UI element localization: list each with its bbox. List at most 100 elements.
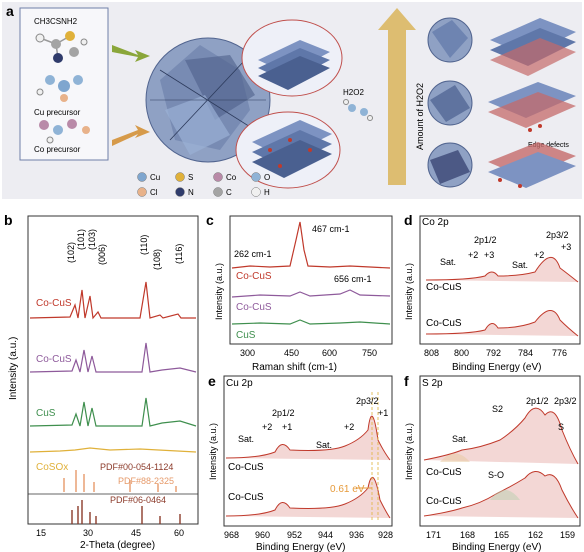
x-tick: 165 bbox=[494, 530, 509, 540]
panel-b: b Intensity (a.u.) 2-Theta (degree) 15 3… bbox=[4, 212, 199, 551]
legend-swatch bbox=[175, 187, 185, 197]
arrow-right-icon bbox=[112, 45, 150, 62]
x-tick: 808 bbox=[424, 348, 439, 358]
legend-label: H bbox=[264, 188, 270, 197]
x-tick: 45 bbox=[131, 528, 141, 538]
curve-label: Co-CuS bbox=[426, 496, 462, 507]
arrow-up-icon bbox=[378, 8, 416, 185]
panel-a-letter: a bbox=[6, 3, 14, 19]
curve-label: Co-CuS bbox=[228, 462, 264, 473]
x-axis-label: Binding Energy (eV) bbox=[452, 542, 542, 552]
x-tick: 800 bbox=[454, 348, 469, 358]
h2o2-molecule bbox=[343, 99, 373, 121]
x-tick: 171 bbox=[426, 530, 441, 540]
defect-sphere-3 bbox=[427, 142, 473, 188]
annotation: +3 bbox=[484, 250, 494, 260]
x-tick: 168 bbox=[460, 530, 475, 540]
legend-label: S bbox=[188, 173, 193, 182]
xrd-curve-co-cus bbox=[29, 342, 197, 373]
panel-title: Cu 2p bbox=[226, 378, 253, 389]
annotation: +2 bbox=[262, 422, 272, 432]
cu-precursor-molecule bbox=[36, 75, 83, 102]
reference-sticks-lower bbox=[71, 500, 181, 524]
panel-f-letter: f bbox=[404, 373, 409, 389]
curve-label: CoSOx bbox=[36, 462, 68, 473]
x-tick: 960 bbox=[255, 530, 270, 540]
annotation: 656 cm-1 bbox=[334, 274, 372, 284]
peak-label: (110) bbox=[139, 235, 149, 255]
x-tick: 159 bbox=[560, 530, 575, 540]
annotation: 2p3/2 bbox=[546, 230, 569, 240]
x-tick: 600 bbox=[322, 348, 337, 358]
legend-swatch bbox=[137, 187, 147, 197]
annotation: 2p3/2 bbox=[356, 396, 379, 406]
annotation: +2 bbox=[468, 250, 478, 260]
plot-frame bbox=[419, 215, 581, 345]
annotation: 467 cm-1 bbox=[312, 224, 350, 234]
x-tick: 792 bbox=[486, 348, 501, 358]
x-tick: 968 bbox=[224, 530, 239, 540]
x-tick: 300 bbox=[240, 348, 255, 358]
defect-stack-3 bbox=[488, 142, 576, 188]
x-tick: 928 bbox=[378, 530, 393, 540]
pdf-label: PDF#00-054-1124 bbox=[100, 462, 173, 472]
peak-label: (101) bbox=[76, 229, 86, 250]
annotation: Sat. bbox=[440, 257, 456, 267]
annotation: +3 bbox=[561, 242, 571, 252]
x-tick: 776 bbox=[552, 348, 567, 358]
cu-precursor-label: Cu precursor bbox=[34, 108, 81, 117]
element-legend: Cu S Co O Cl N C H bbox=[137, 172, 270, 197]
x-axis-label: 2-Theta (degree) bbox=[80, 540, 155, 551]
legend-swatch bbox=[137, 172, 147, 182]
raman-curve-co-cus bbox=[231, 289, 391, 298]
plot-frame bbox=[27, 215, 199, 525]
annotation: Sat. bbox=[512, 260, 528, 270]
panel-d: d Co 2p Intensity (a.u.) Binding Energy … bbox=[404, 212, 581, 373]
annotation: +2 bbox=[344, 422, 354, 432]
x-tick: 60 bbox=[174, 528, 184, 538]
x-tick: 450 bbox=[284, 348, 299, 358]
raman-curve-cus bbox=[231, 319, 391, 325]
curve-label: Co-CuS bbox=[426, 282, 462, 293]
annotation: +2 bbox=[534, 250, 544, 260]
raman-curve-co-cus-ed bbox=[231, 221, 391, 269]
y-axis-label: Intensity (a.u.) bbox=[404, 423, 414, 480]
xrd-curve-co-cus-ed bbox=[29, 281, 196, 320]
legend-swatch bbox=[251, 187, 261, 197]
curve-label: Co-CuS bbox=[236, 271, 272, 282]
plot-frame bbox=[419, 375, 581, 527]
annotation: Sat. bbox=[238, 434, 254, 444]
y-axis-label: Intensity (a.u.) bbox=[404, 263, 414, 320]
curve-label: Co-CuS bbox=[36, 354, 72, 365]
panel-c: c Intensity (a.u.) Raman shift (cm-1) 30… bbox=[206, 212, 393, 373]
panel-d-letter: d bbox=[404, 212, 413, 228]
defect-sphere-1 bbox=[427, 17, 473, 63]
panel-c-letter: c bbox=[206, 212, 214, 228]
pdf-label: PDF#06-0464 bbox=[110, 495, 166, 505]
annotation: S bbox=[558, 422, 564, 432]
defect-sphere-2 bbox=[427, 80, 473, 126]
edge-defects-label: Edge defects bbox=[528, 142, 569, 149]
annotation: Sat. bbox=[452, 434, 468, 444]
shift-annotation: 0.61 eV bbox=[330, 484, 365, 495]
annotation: +1 bbox=[378, 408, 388, 418]
nanosheet-stack-illustration bbox=[258, 40, 330, 90]
xps-curve-co-cus bbox=[425, 310, 579, 337]
legend-label: O bbox=[264, 173, 270, 182]
annotation: S-O bbox=[488, 470, 504, 480]
h2o2-label: H2O2 bbox=[343, 88, 364, 97]
s-o-peak-fill bbox=[490, 490, 520, 500]
curve-label: Co-CuS bbox=[228, 492, 264, 503]
x-tick: 936 bbox=[349, 530, 364, 540]
legend-label: Cu bbox=[150, 173, 160, 182]
panel-b-letter: b bbox=[4, 212, 13, 228]
x-tick: 15 bbox=[36, 528, 46, 538]
legend-label: Cl bbox=[150, 188, 158, 197]
co-doped-nanosheet-illustration bbox=[252, 120, 332, 178]
annotation: 262 cm-1 bbox=[234, 249, 272, 259]
annotation: 2p1/2 bbox=[474, 235, 497, 245]
curve-label: CuS bbox=[36, 408, 56, 419]
curve-label: Co-CuS bbox=[236, 302, 272, 313]
reference-sticks-upper bbox=[63, 470, 177, 492]
xrd-curve-cus bbox=[29, 397, 197, 427]
